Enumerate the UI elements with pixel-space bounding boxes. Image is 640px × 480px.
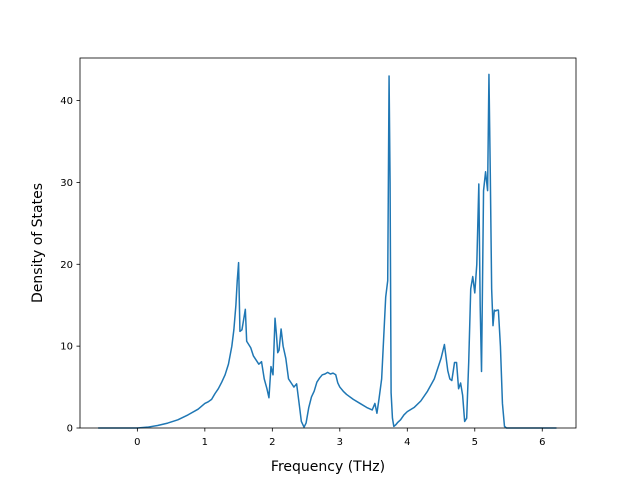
- dos-series-line: [98, 73, 557, 429]
- x-tick-label: 5: [472, 437, 478, 448]
- y-tick-label: 40: [60, 96, 73, 107]
- y-tick-label: 30: [60, 178, 73, 189]
- y-tick-label: 20: [60, 260, 73, 271]
- y-tick-label: 0: [67, 424, 73, 435]
- axes-frame: [79, 57, 577, 429]
- x-tick-label: 1: [202, 437, 208, 448]
- y-axis-label: Density of States: [30, 183, 46, 303]
- y-axis-ticks: 0 10 20 30 40: [60, 96, 80, 435]
- x-axis-ticks: 0 1 2 3 4 5 6: [134, 428, 545, 448]
- x-tick-label: 6: [539, 437, 545, 448]
- y-tick-label: 10: [60, 342, 73, 353]
- x-tick-label: 3: [337, 437, 343, 448]
- x-tick-label: 4: [404, 437, 410, 448]
- x-tick-label: 0: [134, 437, 140, 448]
- x-axis-label: Frequency (THz): [271, 459, 385, 475]
- plot-area: [98, 73, 557, 429]
- x-tick-label: 2: [269, 437, 275, 448]
